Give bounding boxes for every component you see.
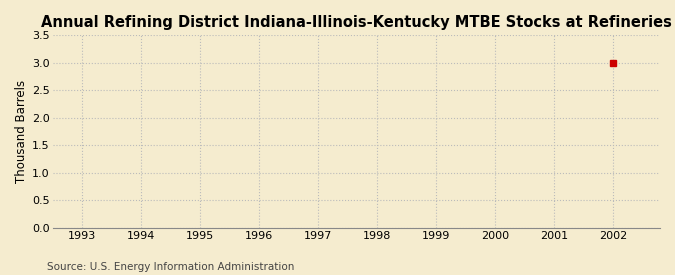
Y-axis label: Thousand Barrels: Thousand Barrels: [15, 80, 28, 183]
Title: Annual Refining District Indiana-Illinois-Kentucky MTBE Stocks at Refineries: Annual Refining District Indiana-Illinoi…: [41, 15, 672, 30]
Text: Source: U.S. Energy Information Administration: Source: U.S. Energy Information Administ…: [47, 262, 294, 272]
